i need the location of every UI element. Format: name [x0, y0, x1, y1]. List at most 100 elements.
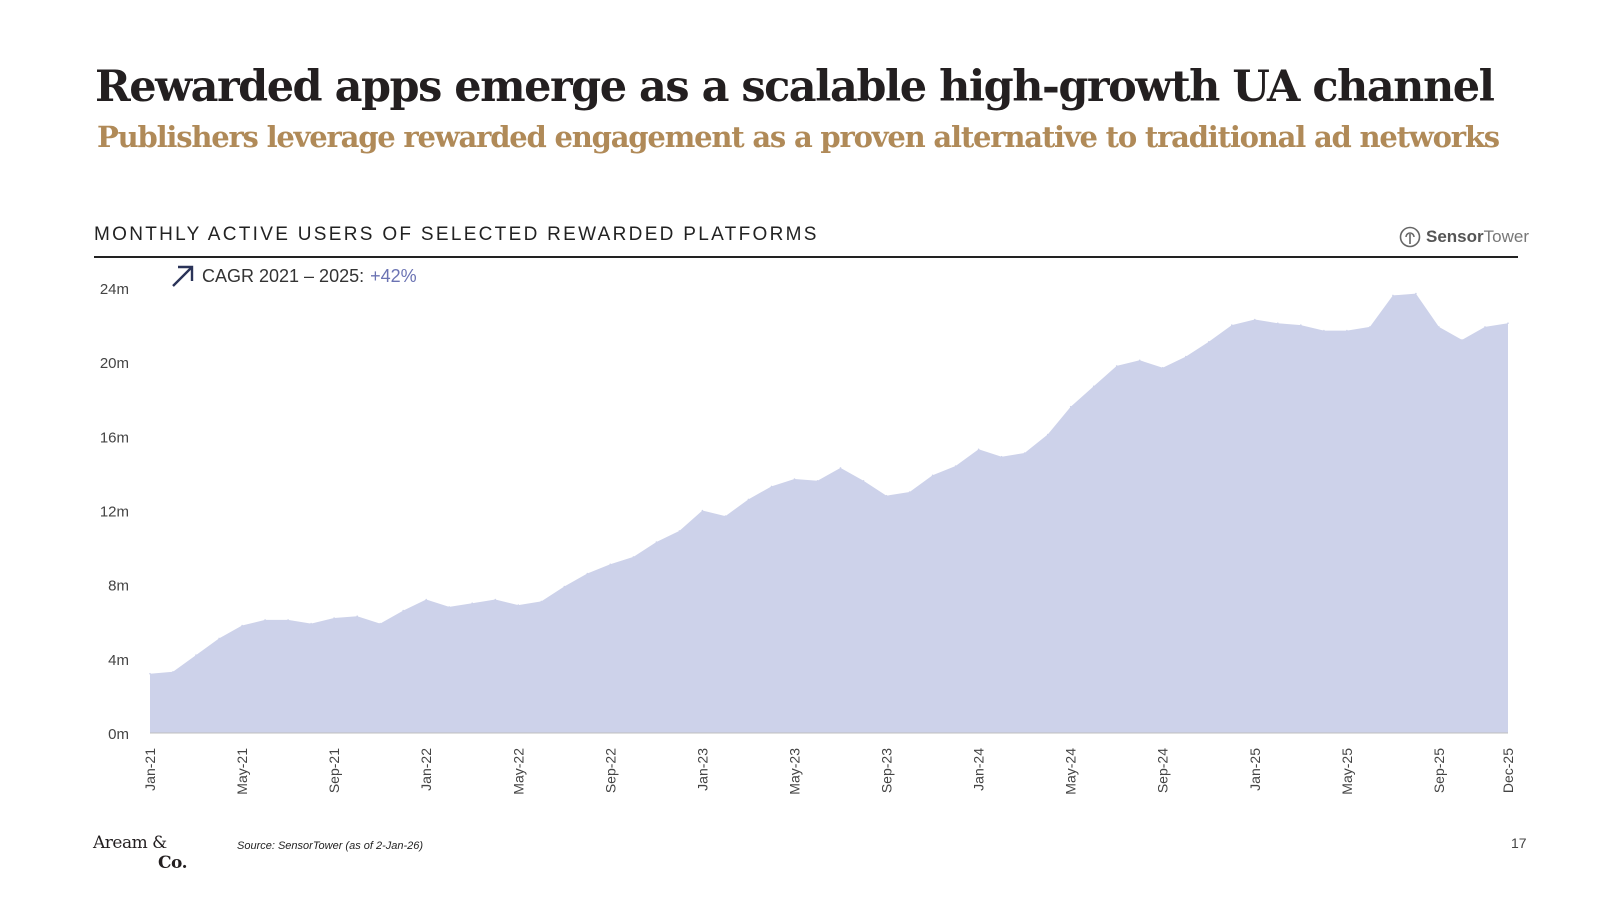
aream-logo-line2: Co.	[158, 853, 188, 873]
data-point-Nov-24	[1208, 341, 1210, 343]
x-tick-label: Sep-24	[1155, 748, 1171, 793]
aream-logo-line1: Aream &	[93, 833, 167, 853]
data-point-Mar-23	[747, 498, 750, 501]
data-point-Feb-24	[1000, 455, 1003, 458]
data-point-Jan-23	[701, 509, 704, 512]
data-point-Jul-23	[839, 467, 842, 469]
y-tick-label: 24m	[100, 281, 129, 298]
data-point-Jul-21	[287, 619, 289, 621]
cagr-annotation: CAGR 2021 – 2025: +42%	[170, 263, 417, 289]
x-tick-label: Jan-25	[1247, 748, 1263, 791]
y-tick-label: 0m	[108, 726, 129, 743]
y-tick-label: 4m	[108, 652, 129, 669]
data-point-Mar-22	[471, 602, 474, 604]
data-point-Apr-21	[218, 637, 220, 640]
x-tick-label: May-21	[234, 748, 250, 795]
data-point-Mar-21	[195, 654, 197, 656]
x-tick-label: Dec-25	[1500, 748, 1516, 793]
page-subtitle: Publishers leverage rewarded engagement …	[97, 120, 1500, 154]
data-point-Aug-21	[310, 622, 312, 625]
data-point-Oct-22	[632, 556, 635, 558]
data-point-Jun-25	[1369, 326, 1371, 328]
x-tick-label: May-24	[1063, 748, 1079, 795]
x-tick-label: May-25	[1339, 748, 1355, 795]
data-point-Sep-21	[333, 617, 335, 619]
data-point-May-24	[1069, 405, 1072, 408]
data-point-Feb-25	[1277, 322, 1279, 325]
data-point-Apr-22	[494, 598, 497, 601]
data-point-Feb-21	[172, 671, 174, 673]
sensortower-brand: SensorTower	[1399, 226, 1529, 248]
y-tick-label: 12m	[100, 504, 129, 521]
data-point-Jan-24	[977, 448, 980, 451]
x-tick-label: Sep-23	[879, 748, 895, 793]
data-point-Dec-22	[678, 530, 681, 532]
data-point-Sep-24	[1161, 366, 1164, 369]
data-point-Jun-24	[1092, 385, 1095, 388]
x-tick-label: Jan-22	[418, 748, 434, 791]
data-point-Nov-25	[1484, 326, 1486, 328]
data-point-Aug-22	[586, 572, 589, 575]
data-point-Aug-24	[1138, 359, 1141, 362]
data-point-Oct-21	[356, 615, 359, 617]
data-point-Jul-24	[1115, 365, 1118, 367]
data-point-Apr-24	[1046, 433, 1049, 436]
brand-name-part1: Sensor	[1426, 227, 1484, 246]
x-tick-label: May-23	[786, 748, 802, 795]
data-point-Dec-21	[402, 609, 405, 612]
data-point-Oct-23	[908, 491, 911, 493]
data-point-Jun-21	[264, 619, 266, 621]
data-point-Jun-22	[540, 600, 543, 603]
data-point-May-22	[517, 604, 520, 606]
data-point-Mar-25	[1300, 324, 1302, 326]
data-point-Dec-25	[1507, 322, 1509, 325]
data-point-May-21	[241, 624, 243, 627]
cagr-label: CAGR 2021 – 2025:	[202, 265, 365, 286]
data-point-Sep-25	[1438, 326, 1440, 328]
data-point-Nov-23	[931, 474, 934, 477]
chart-heading: MONTHLY ACTIVE USERS OF SELECTED REWARDE…	[94, 224, 819, 245]
sensortower-logo-icon	[1399, 226, 1421, 248]
data-point-Feb-22	[448, 606, 451, 608]
x-tick-label: Jan-21	[142, 748, 158, 791]
data-point-Dec-24	[1231, 324, 1233, 326]
x-tick-label: Sep-22	[602, 748, 618, 793]
data-point-Feb-23	[724, 515, 727, 517]
x-tick-label: Jan-24	[971, 748, 987, 791]
x-tick-label: Sep-21	[326, 748, 342, 793]
data-point-Oct-24	[1185, 355, 1187, 358]
x-tick-label: Sep-25	[1431, 748, 1447, 793]
data-point-Dec-23	[954, 465, 957, 467]
data-point-Aug-23	[862, 480, 865, 482]
page-title: Rewarded apps emerge as a scalable high-…	[95, 62, 1495, 112]
data-point-Jan-22	[425, 598, 428, 601]
y-tick-label: 16m	[100, 429, 129, 446]
data-point-Oct-25	[1461, 339, 1463, 341]
y-tick-label: 8m	[108, 578, 129, 595]
data-point-Sep-23	[885, 494, 888, 497]
data-point-Jan-25	[1254, 318, 1256, 321]
data-point-Jun-23	[816, 480, 819, 482]
data-point-Mar-24	[1023, 452, 1026, 454]
data-point-Aug-25	[1415, 292, 1417, 295]
x-tick-label: May-22	[510, 748, 526, 795]
data-point-May-25	[1346, 329, 1348, 332]
data-point-Nov-21	[379, 622, 382, 625]
data-point-May-23	[793, 478, 796, 480]
source-note: Source: SensorTower (as of 2-Jan-26)	[237, 840, 424, 852]
cagr-value: +42%	[370, 265, 417, 286]
data-point-Apr-25	[1323, 329, 1325, 332]
series-area	[150, 293, 1508, 733]
data-point-Jan-21	[149, 672, 151, 675]
aream-logo: Aream & Co.	[93, 833, 188, 873]
data-point-Sep-22	[609, 563, 612, 566]
arrow-up-right-icon	[172, 265, 194, 287]
heading-rule	[94, 256, 1518, 258]
data-point-Apr-23	[770, 485, 773, 488]
page-number: 17	[1511, 835, 1527, 851]
brand-name-part2: Tower	[1483, 227, 1529, 246]
data-point-Nov-22	[655, 541, 658, 543]
data-point-Jul-25	[1392, 294, 1394, 297]
y-tick-label: 20m	[100, 355, 129, 372]
